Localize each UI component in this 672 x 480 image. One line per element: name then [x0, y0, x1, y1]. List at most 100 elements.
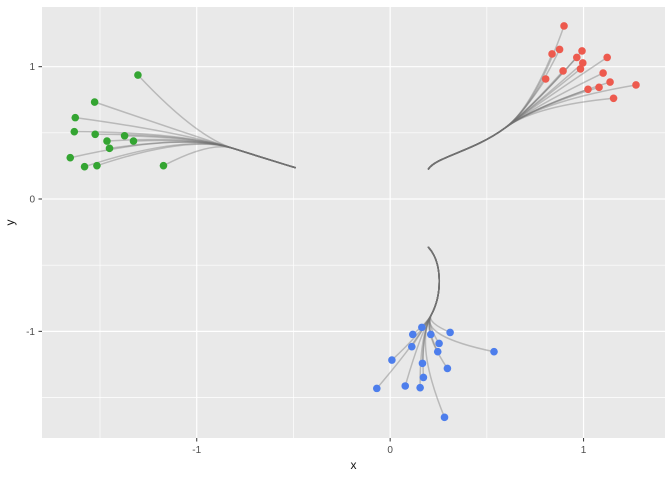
data-point [66, 153, 75, 162]
data-point [373, 384, 381, 393]
y-tick-label: -1 [26, 327, 35, 338]
data-point [443, 364, 452, 373]
edge-curve [427, 56, 608, 170]
data-point [595, 83, 603, 92]
data-point [555, 45, 564, 54]
data-point [440, 413, 449, 422]
data-point [93, 161, 101, 170]
edge-curve [427, 88, 589, 170]
data-point [578, 59, 587, 67]
edge-curve [404, 246, 440, 387]
edges-layer [69, 25, 637, 419]
data-point [435, 339, 443, 348]
data-point [559, 67, 567, 75]
edge-curve [96, 143, 296, 169]
data-point [71, 113, 80, 122]
points-layer [66, 22, 640, 422]
data-point [416, 383, 424, 392]
edge-curve [427, 246, 451, 334]
edge-curve [427, 72, 604, 170]
edge-curve [162, 145, 296, 169]
data-point [548, 50, 556, 58]
data-point [433, 347, 442, 356]
x-axis-title: x [351, 458, 357, 472]
grid-layer [42, 7, 665, 438]
data-point [401, 382, 410, 390]
data-point [90, 98, 99, 106]
data-point [576, 65, 585, 73]
y-tick-label: 1 [29, 62, 35, 73]
edge-curve [108, 141, 296, 169]
edge-curve [427, 48, 561, 170]
edge-curve [427, 86, 600, 170]
data-point [105, 144, 114, 153]
data-point [388, 356, 396, 364]
data-point [159, 161, 168, 170]
data-point [80, 162, 89, 171]
edge-curve [421, 246, 440, 365]
data-point [603, 53, 611, 62]
data-point [91, 130, 99, 139]
edge-curve [137, 74, 296, 169]
data-point [418, 323, 426, 332]
edge-curve [123, 135, 296, 169]
data-point [419, 373, 428, 382]
edge-curve [422, 246, 440, 379]
data-point [573, 53, 581, 62]
data-point [541, 75, 550, 83]
edge-curve [427, 78, 547, 170]
edge-curve [427, 70, 564, 170]
edge-curve [93, 101, 296, 169]
data-point [584, 85, 592, 94]
data-point [560, 22, 568, 30]
edge-curve [427, 62, 584, 170]
data-point [446, 328, 454, 337]
edge-curve [106, 138, 296, 169]
edge-curve [376, 246, 440, 390]
y-tick-label: 0 [29, 195, 35, 206]
edge-curve [427, 25, 565, 170]
panel-layer [42, 7, 665, 438]
data-point [609, 94, 618, 103]
data-point [129, 137, 138, 145]
edge-curve [427, 246, 449, 370]
data-point [490, 347, 498, 356]
edge-curve [427, 56, 578, 170]
edge-curve [427, 246, 440, 336]
edge-curve [427, 53, 553, 170]
edge-curve [391, 246, 440, 361]
plot-panel [42, 7, 665, 438]
axis-layer: -1 0 1 -1 0 1 [26, 62, 587, 456]
edge-curve [427, 81, 611, 170]
edge-curve [424, 246, 446, 419]
edge-curve [427, 68, 582, 170]
edge-curve [69, 141, 296, 169]
data-point [418, 359, 427, 368]
x-tick-label: -1 [192, 445, 201, 456]
edge-curve [427, 246, 495, 353]
edge-curve [421, 246, 440, 329]
edge-curve [427, 84, 637, 170]
edge-curve [132, 139, 296, 169]
data-point [103, 137, 111, 145]
data-point [606, 78, 614, 86]
data-point [134, 71, 142, 79]
data-point [120, 131, 129, 140]
edge-curve [427, 97, 615, 170]
edge-curve [74, 116, 296, 169]
x-tick-label: 0 [387, 445, 393, 456]
data-point [599, 69, 607, 77]
data-point [70, 127, 79, 136]
data-point [408, 330, 417, 339]
data-point [426, 330, 435, 339]
edge-curve [411, 246, 440, 348]
edge-curve [83, 142, 296, 169]
data-point [578, 47, 586, 55]
data-point [408, 342, 416, 351]
y-axis-title: y [3, 220, 17, 226]
edge-curve [94, 133, 296, 169]
x-tick-label: 1 [581, 445, 587, 456]
edge-curve [427, 50, 583, 170]
